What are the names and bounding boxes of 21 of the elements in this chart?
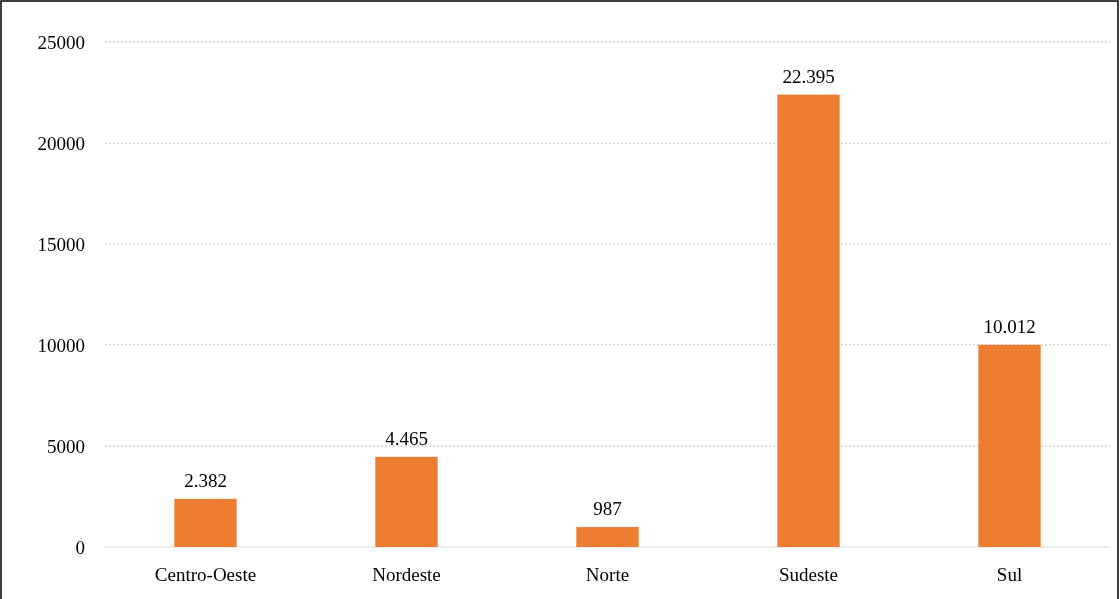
y-tick-label: 0 — [75, 536, 85, 558]
data-label: 4.465 — [385, 427, 428, 449]
y-tick-label: 15000 — [37, 233, 85, 255]
x-tick-label: Centro-Oeste — [154, 564, 257, 585]
data-label: 987 — [593, 498, 622, 520]
bar — [174, 498, 237, 547]
y-tick-label: 25000 — [37, 31, 85, 53]
x-tick-label: Nordeste — [372, 564, 441, 585]
y-tick-label: 5000 — [47, 435, 85, 457]
y-tick-label: 20000 — [37, 132, 85, 154]
bar — [978, 344, 1041, 547]
bar — [777, 94, 840, 547]
data-label: 22.395 — [782, 65, 835, 87]
x-tick-label: Norte — [585, 564, 630, 585]
x-tick-label: Sudeste — [778, 564, 839, 585]
y-tick-label: 10000 — [37, 334, 85, 356]
x-tick-label: Sul — [996, 564, 1023, 585]
bar — [576, 527, 639, 547]
data-label: 2.382 — [184, 469, 227, 491]
data-label: 10.012 — [983, 315, 1036, 337]
bar — [375, 456, 438, 547]
